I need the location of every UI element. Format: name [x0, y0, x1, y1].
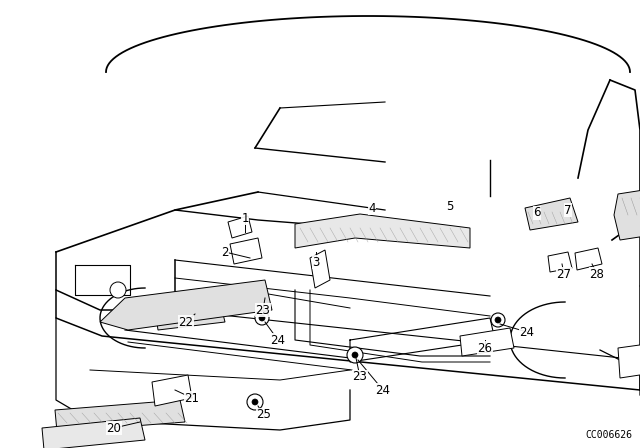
Polygon shape — [152, 375, 192, 406]
Text: CC006626: CC006626 — [585, 430, 632, 440]
Text: 24: 24 — [520, 326, 534, 339]
Text: 23: 23 — [353, 370, 367, 383]
Circle shape — [110, 282, 126, 298]
Polygon shape — [460, 328, 514, 356]
Polygon shape — [100, 280, 272, 330]
Polygon shape — [155, 302, 225, 330]
Polygon shape — [230, 238, 262, 264]
Text: 7: 7 — [564, 203, 572, 216]
Circle shape — [495, 317, 501, 323]
Polygon shape — [525, 198, 578, 230]
Text: 25: 25 — [257, 409, 271, 422]
Polygon shape — [575, 248, 602, 270]
Circle shape — [247, 394, 263, 410]
Text: 5: 5 — [446, 201, 454, 214]
Circle shape — [347, 347, 363, 363]
Circle shape — [255, 311, 269, 325]
Text: 1: 1 — [241, 211, 249, 224]
Polygon shape — [548, 252, 572, 272]
Text: 20: 20 — [107, 422, 122, 435]
Polygon shape — [42, 418, 145, 448]
Text: 24: 24 — [271, 333, 285, 346]
Polygon shape — [618, 330, 640, 378]
Text: 6: 6 — [533, 207, 541, 220]
Polygon shape — [295, 214, 470, 248]
Circle shape — [491, 313, 505, 327]
Text: 23: 23 — [255, 303, 271, 316]
Circle shape — [252, 399, 258, 405]
Text: 3: 3 — [312, 255, 320, 268]
Text: 22: 22 — [179, 315, 193, 328]
Text: 21: 21 — [184, 392, 200, 405]
Text: 28: 28 — [589, 267, 604, 280]
Circle shape — [259, 315, 265, 321]
Polygon shape — [310, 250, 330, 288]
Circle shape — [352, 352, 358, 358]
Text: 4: 4 — [368, 202, 376, 215]
Text: 2: 2 — [221, 246, 228, 258]
Polygon shape — [55, 400, 185, 432]
Text: 26: 26 — [477, 341, 493, 354]
Polygon shape — [614, 182, 640, 240]
Text: 24: 24 — [376, 383, 390, 396]
Polygon shape — [228, 216, 252, 238]
Text: 27: 27 — [557, 267, 572, 280]
